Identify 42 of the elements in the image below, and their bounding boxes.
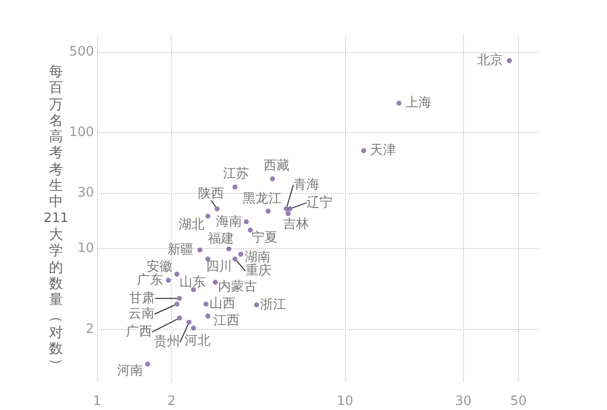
series-label: 湖南 <box>244 250 270 265</box>
series-label: 天津 <box>370 143 396 158</box>
series-label: 山东 <box>180 275 206 290</box>
series-label: 吉林 <box>283 217 310 232</box>
series-label: 河北 <box>184 334 211 349</box>
series-label: 安徽 <box>146 258 172 275</box>
y-tick-label: 30 <box>77 186 94 201</box>
series-label: 北京 <box>476 53 503 68</box>
series-label: 江苏 <box>222 166 249 182</box>
series-label: 重庆 <box>245 264 272 278</box>
series-label: 辽宁 <box>306 194 332 210</box>
series-label: 山西 <box>209 296 236 312</box>
series-label: 西藏 <box>263 158 290 174</box>
series-label: 福建 <box>208 231 234 246</box>
x-tick-label: 30 <box>455 394 472 409</box>
series-label: 甘肃 <box>128 290 155 306</box>
series-label: 宁夏 <box>251 230 278 246</box>
text: 每百万名高考考生中211大学的数量（对数） <box>44 64 68 372</box>
series-label: 广东 <box>136 272 163 288</box>
series-label: 浙江 <box>260 297 286 312</box>
series-label: 江西 <box>213 314 240 329</box>
series-label: 四川 <box>206 260 232 274</box>
series-label: 云南 <box>128 306 154 322</box>
y-tick-label: 500 <box>69 44 94 60</box>
series-label: 广西 <box>126 324 152 340</box>
series-label: 陕西 <box>198 186 224 202</box>
series-label: 新疆 <box>167 242 194 258</box>
y-tick-label: 2 <box>86 322 94 337</box>
series-label: 青海 <box>293 177 320 192</box>
x-tick-label: 10 <box>336 394 354 409</box>
series-label: 河南 <box>117 364 144 379</box>
x-tick-label: 2 <box>168 394 176 409</box>
x-tick-label: 50 <box>510 394 527 409</box>
x-tick-label: 1 <box>92 394 102 409</box>
series-label: 黑龙江 <box>242 192 282 207</box>
y-tick-label: 10 <box>77 240 94 256</box>
y-tick-label: 100 <box>69 125 94 140</box>
series-label: 上海 <box>405 96 432 111</box>
series-label: 湖北 <box>178 218 204 233</box>
series-label: 贵州 <box>154 334 180 350</box>
series-label: 海南 <box>216 214 242 230</box>
series-label: 内蒙古 <box>218 280 257 295</box>
